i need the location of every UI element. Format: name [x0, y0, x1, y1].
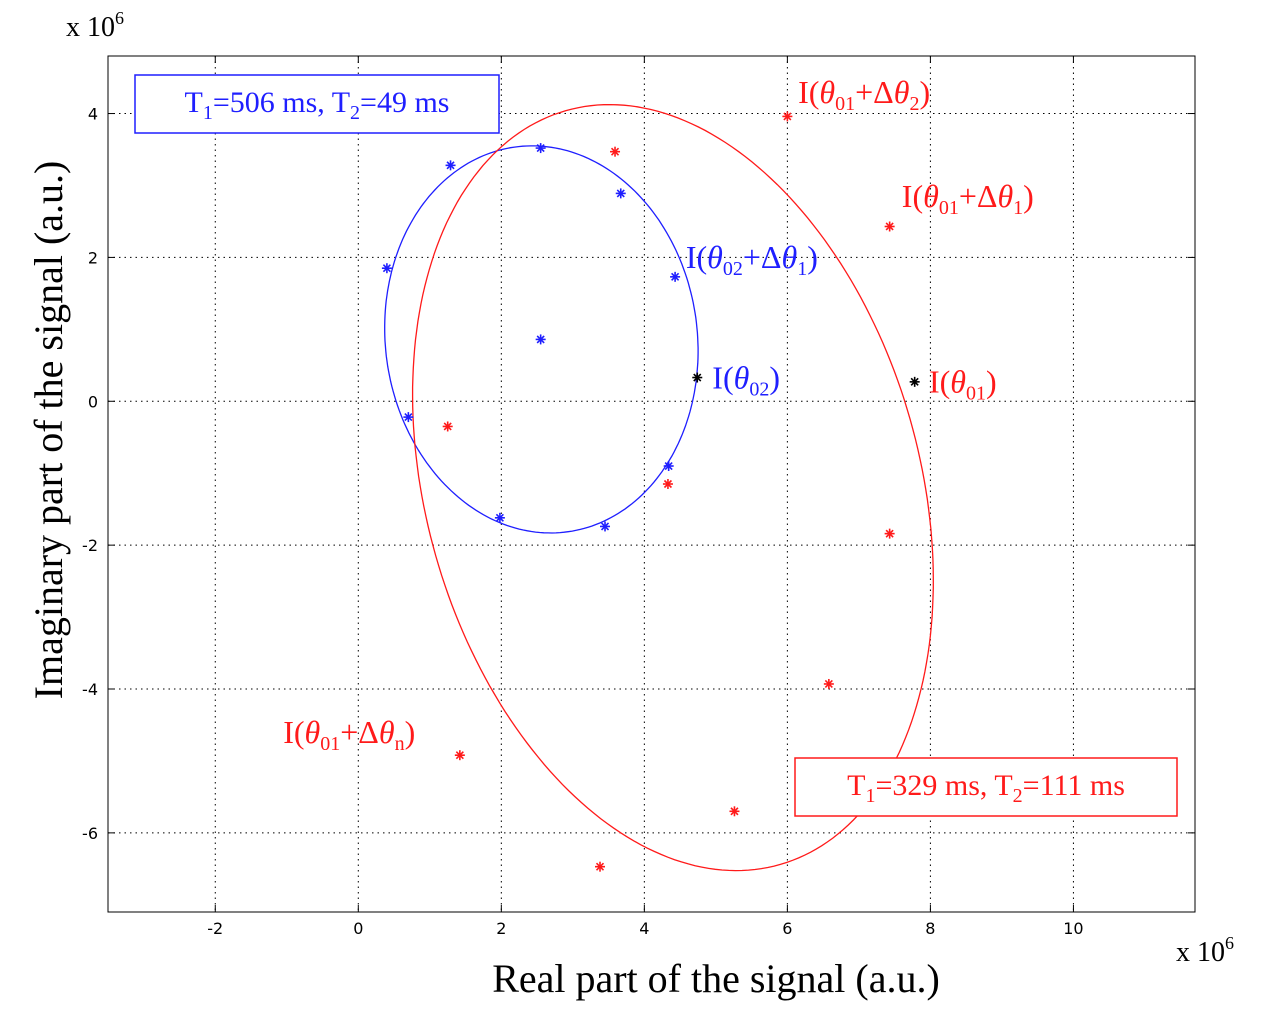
y-axis-title: Imaginary part of the signal (a.u.) — [26, 161, 71, 700]
red-data-point — [454, 750, 465, 761]
red-data-point — [610, 146, 621, 157]
blue-data-point — [494, 512, 505, 523]
annotations: I(θ01+Δθ2) I(θ01+Δθ1) I(θ02+Δθ1) I(θ02) I(θ0… — [283, 74, 1034, 755]
red-data-point — [884, 528, 895, 539]
x-tick-label: 6 — [782, 919, 792, 938]
annotation-label: I(θ02) — [712, 359, 780, 400]
blue-data-point — [535, 143, 546, 154]
points — [381, 111, 920, 872]
y-multiplier: x 106 — [66, 8, 124, 43]
red-data-point — [729, 806, 740, 817]
black-data-point — [692, 372, 703, 383]
blue-data-point — [663, 461, 674, 472]
red-ellipse-curve — [411, 103, 934, 872]
blue-data-point — [600, 521, 611, 532]
x-tick-label: 8 — [925, 919, 935, 938]
blue-data-point — [381, 263, 392, 274]
red-data-point — [595, 861, 606, 872]
x-tick-label: 2 — [496, 919, 506, 938]
parameter-text: T1=329 ms, T2=111 ms — [847, 769, 1125, 807]
red-data-point — [662, 479, 673, 489]
curves — [384, 103, 934, 872]
y-tick-label: 0 — [88, 392, 98, 411]
red-data-point — [884, 221, 895, 232]
blue-parameter-box: T1=506 ms, T2=49 ms — [134, 74, 500, 134]
blue-data-point — [615, 188, 626, 199]
plot-frame — [107, 55, 1196, 913]
x-axis-title: Real part of the signal (a.u.) — [492, 956, 940, 1001]
annotation-label: I(θ02+Δθ1) — [686, 239, 818, 280]
x-tick-label: 0 — [353, 919, 363, 938]
y-tick-label: -4 — [82, 680, 98, 699]
annotation-label: I(θ01+Δθn) — [283, 714, 415, 755]
blue-data-point — [670, 271, 681, 282]
x-tick-label: 10 — [1063, 919, 1083, 938]
red-data-point — [442, 421, 453, 432]
parameter-boxes: T1=506 ms, T2=49 ms T1=329 ms, T2=111 ms — [134, 74, 1178, 817]
x-tick-label: 4 — [639, 919, 649, 938]
red-parameter-box: T1=329 ms, T2=111 ms — [794, 757, 1178, 817]
y-tick-label: -2 — [82, 536, 98, 555]
y-tick-label: 4 — [88, 105, 98, 124]
blue-data-point — [535, 334, 546, 345]
annotation-label: I(θ01) — [929, 364, 997, 405]
y-tick-label: -6 — [82, 824, 98, 843]
ticks: -2 0 2 4 6 8 10 -6 -4 -2 0 2 4 — [82, 56, 1195, 938]
x-multiplier: x 106 — [1176, 933, 1234, 968]
annotation-label: I(θ01+Δθ2) — [798, 74, 930, 115]
parameter-text: T1=506 ms, T2=49 ms — [185, 86, 450, 124]
black-data-point — [909, 376, 920, 387]
red-data-point — [823, 678, 834, 689]
blue-data-point — [403, 412, 414, 423]
blue-data-point — [445, 160, 456, 171]
x-tick-label: -2 — [207, 919, 223, 938]
annotation-label: I(θ01+Δθ1) — [902, 178, 1034, 219]
y-tick-label: 2 — [88, 248, 98, 267]
blue-ellipse-curve — [384, 145, 699, 534]
red-data-point — [782, 111, 793, 122]
